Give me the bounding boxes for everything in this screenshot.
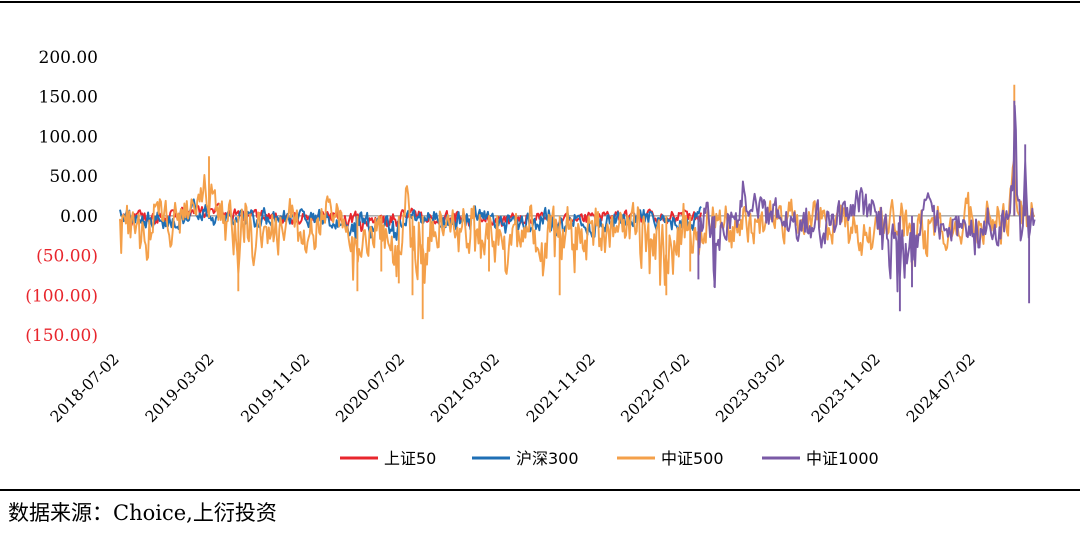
y-tick-label: 200.00 [39,48,98,68]
y-tick-label: (150.00) [25,326,98,346]
y-axis-ticks: 200.00 150.00 100.00 50.00 0.00 (50.00) (100.0… [25,48,98,346]
top-rule [0,1,1080,3]
x-tick-label: 2018-07-02 [47,350,123,426]
bottom-rule [0,489,1080,491]
legend-label: 沪深300 [516,449,579,468]
y-tick-label: 150.00 [39,88,98,108]
volatility-line-chart: 200.00 150.00 100.00 50.00 0.00 (50.00) (100.0… [25,48,1036,468]
series-line-2 [119,198,702,241]
y-tick-label: (50.00) [36,247,98,267]
series-line-1 [119,202,703,232]
y-tick-label: 100.00 [39,127,98,147]
x-tick-label: 2020-07-02 [332,350,408,426]
legend-label: 中证1000 [806,449,879,468]
legend-label: 上证50 [384,449,436,468]
x-tick-label: 2019-11-02 [237,350,313,426]
legend: 上证50 沪深300 中证500 中证1000 [340,449,879,468]
y-tick-label: (100.00) [25,286,98,306]
x-tick-label: 2019-03-02 [142,350,218,426]
series-lines [119,84,1036,320]
x-tick-label: 2021-03-02 [427,350,503,426]
x-tick-label: 2023-11-02 [808,350,884,426]
x-axis-ticks: 2018-07-02 2019-03-02 2019-11-02 2020-07-02… [47,350,979,426]
x-tick-label: 2023-03-02 [712,350,788,426]
x-tick-label: 2021-11-02 [523,350,599,426]
y-tick-label: 0.00 [60,207,98,227]
series-line-3 [119,84,1035,320]
legend-label: 中证500 [661,449,724,468]
y-tick-label: 50.00 [49,167,98,187]
x-tick-label: 2022-07-02 [617,350,693,426]
x-tick-label: 2024-07-02 [903,350,979,426]
series-line-4 [697,100,1036,312]
source-note: 数据来源：Choice,上衍投资 [8,501,277,525]
